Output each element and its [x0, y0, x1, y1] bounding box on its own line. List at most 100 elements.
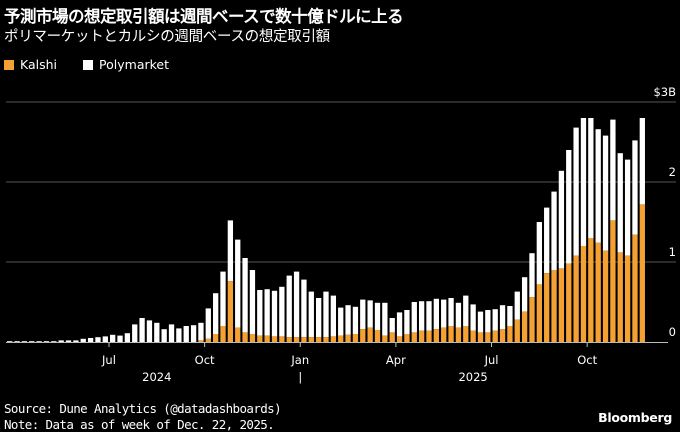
- bar-polymarket: [536, 222, 542, 285]
- bar-polymarket: [544, 207, 550, 274]
- legend-item-polymarket: Polymarket: [83, 57, 169, 72]
- bar-kalshi: [529, 297, 535, 342]
- bar-kalshi: [235, 327, 241, 342]
- bar-kalshi: [301, 337, 307, 342]
- bar-polymarket: [154, 322, 160, 342]
- bar-kalshi: [477, 332, 484, 342]
- bar-kalshi: [595, 242, 601, 342]
- data-note: Note: Data as of week of Dec. 22, 2025.: [4, 417, 275, 432]
- bar-polymarket: [455, 302, 462, 328]
- bar-kalshi: [293, 337, 300, 342]
- bar-polymarket: [588, 118, 594, 238]
- bar-polymarket: [220, 271, 226, 326]
- bars-layer: [7, 118, 645, 342]
- bar-kalshi: [389, 332, 395, 342]
- bar-kalshi: [360, 329, 366, 342]
- bar-polymarket: [345, 305, 351, 335]
- bar-kalshi: [396, 336, 403, 342]
- bar-kalshi: [588, 238, 594, 342]
- bar-polymarket: [198, 322, 204, 341]
- bar-kalshi: [624, 255, 631, 342]
- bar-kalshi: [213, 334, 219, 342]
- bar-polymarket: [102, 336, 108, 342]
- bar-polymarket: [529, 253, 535, 298]
- bar-polymarket: [242, 258, 248, 333]
- bar-polymarket: [190, 325, 197, 342]
- x-tick-label: Jul: [101, 353, 116, 367]
- bar-polymarket: [227, 220, 234, 282]
- bar-polymarket: [132, 324, 138, 342]
- legend-label-kalshi: Kalshi: [20, 57, 58, 72]
- legend-label-polymarket: Polymarket: [99, 57, 170, 72]
- bar-polymarket: [485, 310, 491, 333]
- bar-polymarket: [205, 308, 211, 339]
- bar-kalshi: [338, 335, 344, 342]
- bar-polymarket: [602, 135, 609, 251]
- bar-kalshi: [279, 336, 285, 342]
- bar-kalshi: [441, 327, 447, 342]
- bar-polymarket: [382, 302, 388, 336]
- bar-polymarket: [7, 341, 13, 342]
- bar-polymarket: [110, 334, 116, 342]
- bar-kalshi: [573, 255, 579, 342]
- chart-subtitle: ポリマーケットとカルシの週間ベースの想定取引額: [4, 29, 330, 45]
- grid-layer: [6, 101, 676, 263]
- bar-polymarket: [573, 127, 579, 256]
- bar-polymarket: [477, 311, 484, 333]
- bar-kalshi: [198, 340, 204, 342]
- bar-polymarket: [73, 340, 79, 342]
- bar-kalshi: [514, 319, 520, 342]
- bar-polymarket: [639, 118, 645, 205]
- bar-kalshi: [330, 336, 337, 342]
- y-tick-label: 0: [669, 325, 676, 339]
- bar-kalshi: [558, 268, 565, 342]
- bar-kalshi: [257, 335, 263, 342]
- bar-polymarket: [14, 341, 20, 342]
- bar-polymarket: [558, 170, 565, 269]
- bar-polymarket: [448, 298, 454, 326]
- year-label: 2024: [142, 370, 171, 384]
- bar-kalshi: [602, 250, 609, 342]
- bar-kalshi: [271, 336, 278, 342]
- bar-polymarket: [264, 289, 270, 336]
- bar-polymarket: [65, 340, 72, 342]
- year-divider: |: [298, 370, 302, 384]
- bar-kalshi: [485, 332, 491, 342]
- bar-kalshi: [367, 327, 373, 342]
- bar-kalshi: [566, 263, 572, 342]
- bar-polymarket: [433, 298, 439, 330]
- bar-polymarket: [404, 310, 410, 334]
- bar-polymarket: [146, 320, 153, 342]
- bar-polymarket: [492, 309, 498, 331]
- bar-kalshi: [536, 284, 542, 342]
- bar-polymarket: [36, 341, 42, 342]
- bar-polymarket: [330, 295, 337, 337]
- bar-polymarket: [441, 299, 447, 328]
- bar-kalshi: [264, 335, 270, 342]
- bar-polymarket: [411, 302, 417, 333]
- bar-polymarket: [338, 307, 344, 336]
- bar-polymarket: [308, 291, 314, 338]
- legend-swatch-kalshi: [4, 59, 14, 70]
- bar-polymarket: [95, 337, 101, 342]
- bar-kalshi: [426, 330, 432, 342]
- bar-polymarket: [43, 341, 50, 342]
- bar-polymarket: [51, 341, 57, 342]
- bar-polymarket: [352, 306, 359, 334]
- bar-polymarket: [389, 318, 395, 333]
- axis-layer: 0 1 2 $3B Jul Oct Jan Apr Jul Oct 2024 2025 |: [6, 85, 676, 384]
- bar-polymarket: [507, 306, 513, 326]
- bar-polymarket: [551, 191, 557, 270]
- y-tick-label: 2: [669, 165, 676, 179]
- bar-polymarket: [286, 275, 292, 338]
- bar-polymarket: [624, 159, 631, 256]
- bar-polymarket: [374, 302, 381, 330]
- bar-polymarket: [595, 129, 601, 243]
- bar-polymarket: [58, 340, 64, 342]
- bar-kalshi: [521, 311, 528, 342]
- x-tick-label: Jul: [484, 353, 499, 367]
- bloomberg-logo: Bloomberg: [598, 410, 672, 425]
- bar-polymarket: [521, 277, 528, 312]
- bar-kalshi: [345, 334, 351, 342]
- bar-polymarket: [168, 324, 175, 342]
